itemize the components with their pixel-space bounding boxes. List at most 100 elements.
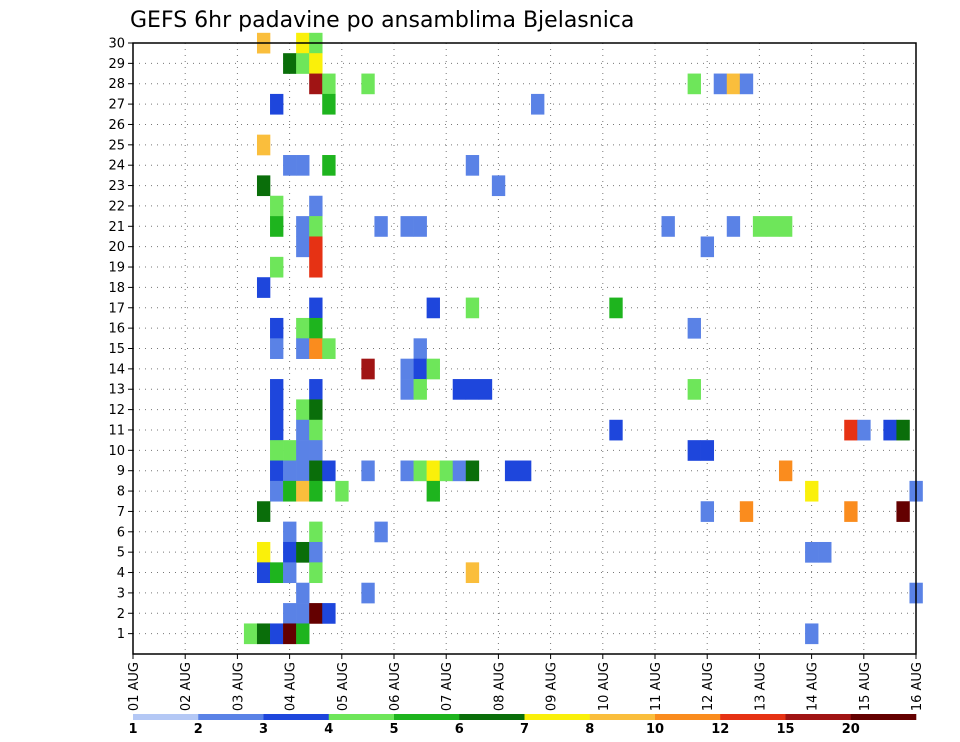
heatmap-cell — [283, 562, 297, 584]
y-tick-label: 24 — [108, 159, 125, 174]
heatmap-cell — [322, 73, 336, 95]
heatmap-cell — [270, 480, 284, 502]
heatmap-cell — [322, 603, 336, 624]
heatmap-cell — [309, 521, 323, 543]
legend-label: 15 — [776, 722, 794, 737]
heatmap-cell — [270, 93, 284, 115]
heatmap-cell — [270, 562, 284, 584]
heatmap-cell — [883, 419, 897, 441]
heatmap-cell — [309, 256, 323, 278]
heatmap-cell — [609, 297, 623, 319]
heatmap-cell — [504, 460, 519, 482]
heatmap-cell — [270, 379, 284, 400]
y-tick-label: 23 — [108, 179, 125, 194]
heatmap-cell — [400, 460, 414, 482]
heatmap-cell — [439, 460, 454, 482]
x-axis: 01 AUG 02 AUG 03 AUG 04 AUG 05 AUG 06 AUG 07 A… — [127, 654, 925, 711]
y-tick-label: 5 — [117, 546, 125, 561]
y-tick-label: 6 — [117, 525, 125, 540]
legend-label: 8 — [585, 722, 594, 737]
x-tick-label: 12 AUG — [701, 662, 716, 711]
heatmap-cell — [283, 603, 297, 624]
x-tick-label: 05 AUG — [336, 662, 351, 711]
heatmap-cell — [726, 73, 741, 95]
heatmap-cell — [296, 317, 310, 339]
heatmap-cell — [296, 399, 310, 421]
y-tick-label: 9 — [117, 464, 125, 479]
heatmap-cell — [283, 53, 297, 74]
heatmap-cell — [256, 562, 271, 584]
heatmap-cell — [361, 73, 375, 95]
heatmap-cell — [778, 216, 793, 237]
x-tick-label: 01 AUG — [127, 662, 142, 711]
heatmap-cells — [243, 32, 923, 645]
heatmap-cell — [413, 216, 427, 237]
heatmap-cell — [426, 358, 440, 380]
heatmap-cell — [844, 419, 858, 441]
legend-swatch — [720, 714, 786, 720]
legend-swatch — [263, 714, 330, 720]
heatmap-cell — [844, 501, 858, 522]
legend-label: 10 — [646, 722, 664, 737]
heatmap-cell — [270, 460, 284, 482]
heatmap-cell — [765, 216, 780, 237]
x-tick-label: 14 AUG — [806, 662, 821, 711]
heatmap-cell — [309, 379, 323, 400]
heatmap-cell — [296, 603, 310, 624]
heatmap-cell — [452, 379, 467, 400]
legend-label: 1 — [128, 722, 137, 737]
legend-swatch — [589, 714, 656, 720]
heatmap-cell — [270, 338, 284, 359]
legend-swatch — [328, 714, 395, 720]
y-tick-label: 11 — [108, 423, 125, 438]
x-tick-label: 03 AUG — [231, 662, 246, 711]
heatmap-cell — [739, 73, 754, 95]
heatmap-cell — [296, 338, 310, 359]
legend-swatch — [785, 714, 852, 720]
heatmap-cell — [296, 582, 310, 604]
heatmap-cell — [256, 501, 271, 522]
heatmap-cell — [805, 623, 819, 645]
heatmap-cell — [752, 216, 767, 237]
y-tick-label: 16 — [108, 322, 125, 337]
heatmap-cell — [309, 460, 323, 482]
chart-title: GEFS 6hr padavine po ansamblima Bjelasni… — [130, 8, 634, 33]
heatmap-cell — [400, 379, 414, 400]
heatmap-cell — [296, 623, 310, 645]
heatmap-cell — [687, 317, 701, 339]
heatmap-cell — [465, 297, 480, 319]
heatmap-cell — [322, 338, 336, 359]
heatmap-cell — [452, 460, 467, 482]
heatmap-cell — [283, 155, 297, 176]
heatmap-cell — [805, 480, 819, 502]
heatmap-cell — [283, 521, 297, 543]
x-tick-label: 08 AUG — [492, 662, 507, 711]
y-tick-label: 19 — [108, 261, 125, 276]
heatmap-cell — [309, 236, 323, 258]
heatmap-cell — [309, 338, 323, 359]
x-tick-label: 02 AUG — [179, 662, 194, 711]
heatmap-cell — [739, 501, 754, 522]
heatmap-cell — [413, 358, 427, 380]
color-legend: 1 2 3 4 5 6 7 8 10 12 15 20 — [128, 714, 917, 737]
heatmap-cell — [478, 379, 493, 400]
y-tick-label: 3 — [117, 586, 125, 601]
heatmap-cell — [687, 379, 701, 400]
heatmap-cell — [609, 419, 623, 441]
y-tick-label: 15 — [108, 342, 125, 357]
y-tick-label: 27 — [108, 98, 125, 113]
heatmap-cell — [256, 175, 271, 197]
heatmap-cell — [805, 541, 819, 563]
heatmap-cell — [296, 53, 310, 74]
y-tick-label: 12 — [108, 403, 125, 418]
heatmap-cell — [296, 480, 310, 502]
heatmap-cell — [335, 480, 349, 502]
y-tick-label: 10 — [108, 444, 125, 459]
heatmap-cell — [726, 216, 741, 237]
heatmap-cell — [296, 419, 310, 441]
y-tick-label: 1 — [117, 627, 125, 642]
heatmap-cell — [857, 419, 871, 441]
legend-label: 7 — [520, 722, 529, 737]
heatmap-cell — [713, 73, 728, 95]
